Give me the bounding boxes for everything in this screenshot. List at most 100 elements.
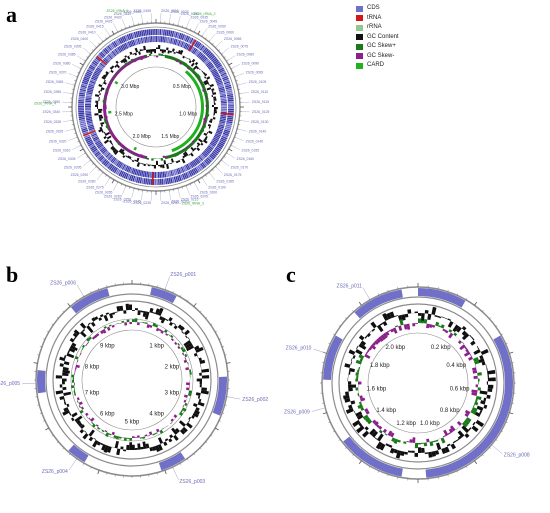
gc-content-bar bbox=[486, 394, 491, 399]
cds-block bbox=[198, 155, 204, 162]
cds-block bbox=[147, 36, 150, 43]
cds-block bbox=[208, 143, 215, 149]
scale-tick bbox=[97, 470, 100, 475]
gc-skew-bar bbox=[202, 88, 205, 92]
cds-block bbox=[156, 171, 158, 178]
gc-content-bar bbox=[164, 438, 169, 442]
gc-content-bar bbox=[421, 313, 425, 322]
gc-skew-bar bbox=[181, 407, 187, 412]
cds-block bbox=[82, 79, 89, 84]
gc-content-bar bbox=[128, 304, 132, 311]
cds-block bbox=[207, 145, 214, 150]
cds-block bbox=[181, 173, 186, 180]
gc-skew-bar bbox=[355, 359, 362, 365]
gc-skew-bar bbox=[202, 83, 205, 87]
gc-skew-bar bbox=[182, 61, 186, 65]
cds-block bbox=[110, 165, 116, 172]
gc-content-bar bbox=[71, 342, 77, 348]
gc-content-bar bbox=[369, 330, 372, 334]
scale-tick bbox=[199, 447, 202, 450]
gene-label: ZS26_p011 bbox=[337, 283, 363, 289]
gc-content-bar bbox=[434, 315, 439, 318]
gene-leader-line bbox=[492, 445, 503, 454]
gc-skew-bar bbox=[477, 381, 479, 385]
cds-block bbox=[152, 29, 154, 36]
gc-content-bar bbox=[173, 325, 178, 330]
gc-skew-bar bbox=[167, 156, 170, 158]
gc-content-bar bbox=[369, 428, 376, 436]
card-mark bbox=[108, 110, 112, 114]
gc-skew-bar bbox=[107, 127, 110, 131]
cds-block bbox=[184, 43, 189, 50]
gc-content-bar bbox=[464, 433, 470, 439]
gc-skew-bar bbox=[124, 62, 128, 66]
scale-tick bbox=[108, 177, 111, 180]
gc-content-bar bbox=[140, 446, 144, 450]
gc-content-bar bbox=[475, 343, 478, 347]
gc-skew-bar bbox=[165, 333, 169, 336]
cds-block bbox=[146, 29, 149, 36]
scale-tick bbox=[226, 59, 229, 62]
gc-content-bar bbox=[193, 65, 198, 70]
gc-skew-bar bbox=[165, 55, 168, 57]
cds-block bbox=[68, 444, 89, 463]
gene-label: ZS26_0355 bbox=[44, 90, 62, 94]
scale-tick bbox=[185, 26, 188, 29]
scale-tick bbox=[98, 42, 100, 45]
gene-label: ZS26_0365 bbox=[46, 80, 64, 84]
gene-leader-line bbox=[89, 167, 96, 174]
gc-content-bar bbox=[139, 49, 142, 52]
gc-content-bar bbox=[141, 49, 144, 51]
scale-tick bbox=[232, 140, 235, 143]
scale-tick bbox=[181, 25, 183, 28]
gc-skew-bar bbox=[130, 58, 134, 62]
gc-content-bar bbox=[173, 322, 176, 326]
cds-block bbox=[206, 146, 213, 152]
cds-block bbox=[223, 81, 231, 85]
gene-leader-line bbox=[82, 47, 90, 54]
cds-block bbox=[190, 161, 195, 168]
cds-block bbox=[137, 169, 141, 176]
cds-block bbox=[85, 112, 92, 114]
cds-block bbox=[78, 117, 86, 121]
cds-block bbox=[186, 36, 191, 43]
gc-skew-bar bbox=[124, 148, 128, 152]
gene-label: ZS26_p005 bbox=[0, 381, 20, 387]
cds-block bbox=[227, 105, 234, 107]
cds-block bbox=[190, 46, 195, 53]
cds-block bbox=[109, 155, 115, 162]
gc-content-bar bbox=[96, 441, 101, 446]
inner-ring bbox=[115, 66, 197, 148]
gc-skew-bar bbox=[110, 130, 113, 134]
gc-content-bar bbox=[487, 369, 496, 375]
scale-tick bbox=[224, 404, 227, 406]
gc-skew-bar bbox=[183, 394, 188, 398]
cds-block bbox=[86, 92, 93, 95]
cds-block bbox=[188, 170, 193, 177]
gc-skew-bar bbox=[131, 151, 135, 154]
cds-block bbox=[79, 121, 86, 124]
scale-tick bbox=[83, 152, 86, 155]
gene-label: ZS26_0050 bbox=[208, 24, 226, 28]
cds-block bbox=[201, 152, 207, 158]
gc-skew-bar bbox=[359, 364, 361, 368]
gc-skew-bar bbox=[357, 393, 360, 397]
gene-leader-line bbox=[68, 459, 77, 471]
gc-content-bar bbox=[69, 345, 78, 352]
gc-content-bar bbox=[193, 352, 198, 357]
gc-skew-bar bbox=[473, 404, 475, 408]
gc-skew-bar bbox=[158, 328, 162, 332]
gc-content-bar bbox=[184, 342, 193, 349]
gc-skew-bar bbox=[106, 326, 111, 331]
gc-content-bar bbox=[353, 410, 356, 415]
gc-content-bar bbox=[183, 340, 192, 347]
gc-skew-bar bbox=[95, 424, 99, 427]
cds-block bbox=[120, 163, 125, 170]
gc-skew-bar bbox=[186, 397, 188, 401]
cds-block bbox=[133, 31, 137, 39]
gc-content-bar bbox=[206, 76, 211, 80]
gc-skew-bar bbox=[105, 125, 109, 129]
gene-leader-line bbox=[77, 55, 84, 61]
scale-tick bbox=[91, 163, 94, 165]
gc-content-bar bbox=[98, 108, 103, 112]
